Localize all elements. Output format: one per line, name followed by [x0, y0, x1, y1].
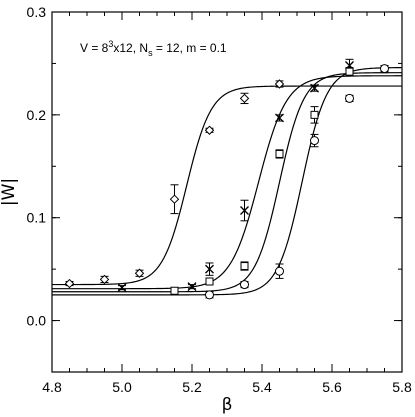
- data-point-circle: [240, 280, 249, 290]
- data-point-x: [205, 262, 214, 276]
- data-point-square: [240, 261, 249, 271]
- fit-curve-square: [52, 72, 402, 293]
- data-point-diamond: [64, 278, 75, 289]
- diamond-marker: [99, 274, 110, 285]
- fit-curve-x: [52, 75, 402, 290]
- data-point-square: [205, 277, 214, 286]
- square-marker: [205, 277, 214, 286]
- data-point-circle: [205, 290, 214, 300]
- data-point-circle: [345, 93, 354, 103]
- annotation-text: V = 83x12, Ns = 12, m = 0.1: [80, 39, 227, 58]
- x-tick-label: 5.2: [182, 379, 202, 395]
- square-marker: [310, 110, 319, 119]
- data-point-square: [275, 149, 284, 159]
- x-marker-stroke: [205, 264, 214, 274]
- axis-ticks: 4.8 5.0 5.2 5.4 5.6 5.8 0.0 0.1 0.2 0.3: [27, 4, 412, 395]
- diamond-marker: [64, 278, 75, 289]
- data-point-x: [187, 282, 197, 292]
- square-marker: [240, 262, 249, 271]
- data-point-circle: [310, 133, 319, 148]
- data-markers: [64, 58, 389, 300]
- circle-marker: [205, 290, 214, 300]
- data-point-circle: [380, 64, 389, 74]
- data-point-x: [240, 199, 249, 222]
- x-marker-stroke: [275, 113, 284, 123]
- diamond-marker: [169, 194, 180, 204]
- x-tick-label: 4.8: [42, 379, 62, 395]
- data-point-circle: [275, 263, 284, 279]
- x-marker-stroke: [187, 282, 197, 292]
- data-point-diamond: [239, 92, 250, 105]
- data-point-diamond: [99, 274, 110, 285]
- circle-marker: [240, 280, 249, 290]
- data-point-square: [310, 106, 319, 124]
- x-axis-label: β: [222, 395, 233, 415]
- diamond-marker: [204, 125, 215, 135]
- data-point-diamond: [169, 184, 180, 215]
- square-marker: [170, 286, 179, 295]
- x-marker-stroke: [240, 206, 249, 215]
- circle-marker: [310, 136, 319, 146]
- x-tick-label: 5.8: [392, 379, 412, 395]
- fit-curves: [52, 67, 403, 296]
- y-tick-label: 0.3: [27, 4, 47, 20]
- square-marker: [275, 149, 284, 158]
- data-point-x: [275, 113, 284, 123]
- y-axis-label: |W|: [0, 178, 19, 206]
- data-point-diamond: [204, 125, 215, 135]
- circle-marker: [380, 64, 389, 74]
- fit-curve-circle: [52, 67, 403, 296]
- x-tick-label: 5.6: [322, 379, 342, 395]
- x-tick-label: 5.4: [252, 379, 272, 395]
- data-point-square: [170, 286, 179, 295]
- data-point-x: [310, 83, 319, 93]
- x-marker-stroke: [117, 283, 127, 293]
- data-point-square: [345, 67, 354, 77]
- circle-marker: [275, 266, 284, 276]
- x-tick-label: 5.0: [112, 379, 132, 395]
- data-point-diamond: [274, 79, 285, 89]
- data-point-diamond: [134, 268, 145, 278]
- diamond-marker: [239, 93, 250, 104]
- y-tick-label: 0.2: [27, 107, 47, 123]
- diamond-marker: [134, 268, 145, 278]
- x-marker-stroke: [310, 83, 319, 93]
- square-marker: [345, 67, 354, 76]
- y-tick-label: 0.1: [27, 210, 47, 226]
- y-tick-label: 0.0: [27, 313, 47, 329]
- fit-curve-diamond: [52, 85, 402, 286]
- data-point-x: [117, 283, 127, 293]
- diamond-marker: [274, 79, 285, 89]
- circle-marker: [345, 93, 354, 103]
